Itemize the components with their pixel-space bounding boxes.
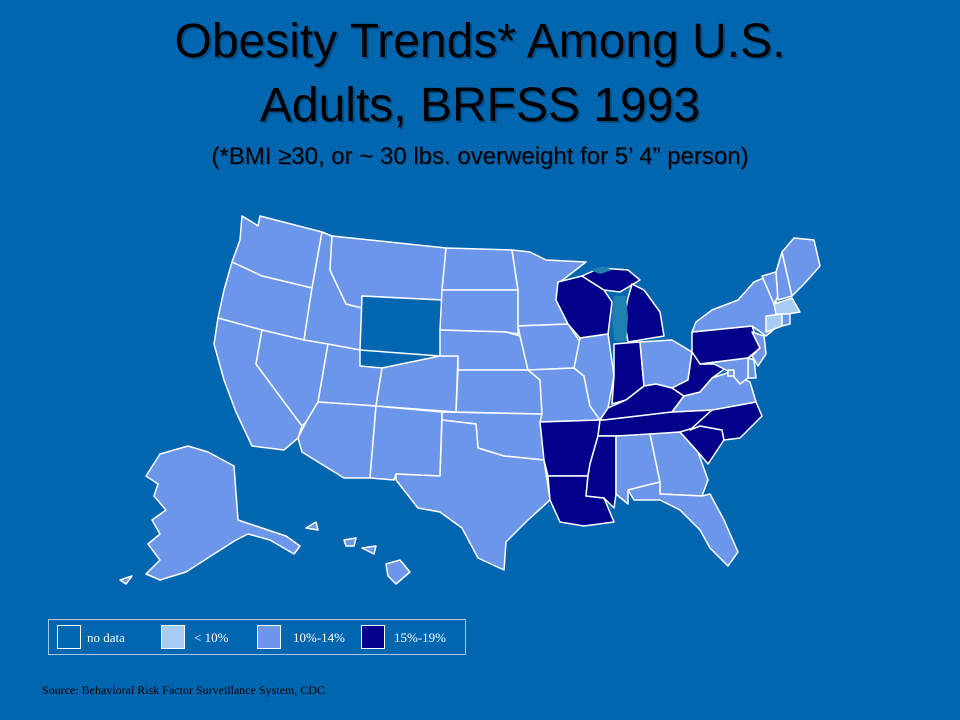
legend-swatch-15-19 — [361, 625, 385, 649]
lake-superior — [590, 266, 612, 274]
state-IA — [517, 323, 581, 371]
state-ME — [781, 237, 821, 297]
legend-swatch-no-data — [57, 625, 81, 649]
state-FL — [627, 481, 739, 567]
state-SD — [439, 289, 519, 335]
state-CO — [375, 355, 459, 413]
lake-michigan — [612, 296, 628, 342]
source-note: Source: Behavioral Risk Factor Surveilla… — [42, 683, 325, 697]
legend-label-under-10: < 10% — [194, 630, 229, 645]
state-TX — [395, 419, 551, 571]
state-MD — [699, 357, 749, 385]
state-HI-3 — [361, 545, 377, 555]
state-MS — [585, 435, 617, 509]
state-RI — [781, 313, 791, 327]
state-HI-2 — [343, 537, 357, 547]
title-line-1: Obesity Trends* Among U.S. — [174, 15, 786, 68]
legend-label-15-19: 15%-19% — [394, 630, 446, 645]
legend-swatch-under-10 — [161, 625, 185, 649]
subtitle: (*BMI ≥30, or ~ 30 lbs. overweight for 5… — [211, 143, 749, 170]
state-HI-1 — [305, 521, 319, 531]
state-NJ — [751, 331, 767, 367]
state-MA — [773, 297, 801, 315]
state-AK-island — [119, 575, 133, 585]
state-MI — [623, 283, 665, 343]
state-DC — [727, 369, 735, 377]
state-KS — [455, 369, 543, 415]
state-UT — [317, 343, 383, 407]
state-AK — [145, 445, 301, 581]
legend: no data < 10% 10%-14% 15%-19% — [48, 619, 466, 655]
state-ND — [441, 247, 519, 291]
state-OH — [639, 339, 693, 389]
state-NM — [369, 405, 443, 481]
state-CT — [765, 313, 783, 333]
state-DE — [747, 357, 757, 379]
title-line-2: Adults, BRFSS 1993 — [259, 79, 701, 132]
state-WY — [359, 295, 443, 357]
legend-label-10-14: 10%-14% — [293, 630, 345, 645]
legend-swatch-10-14 — [257, 625, 281, 649]
legend-label-no-data: no data — [87, 630, 125, 645]
state-HI-4 — [385, 559, 411, 585]
